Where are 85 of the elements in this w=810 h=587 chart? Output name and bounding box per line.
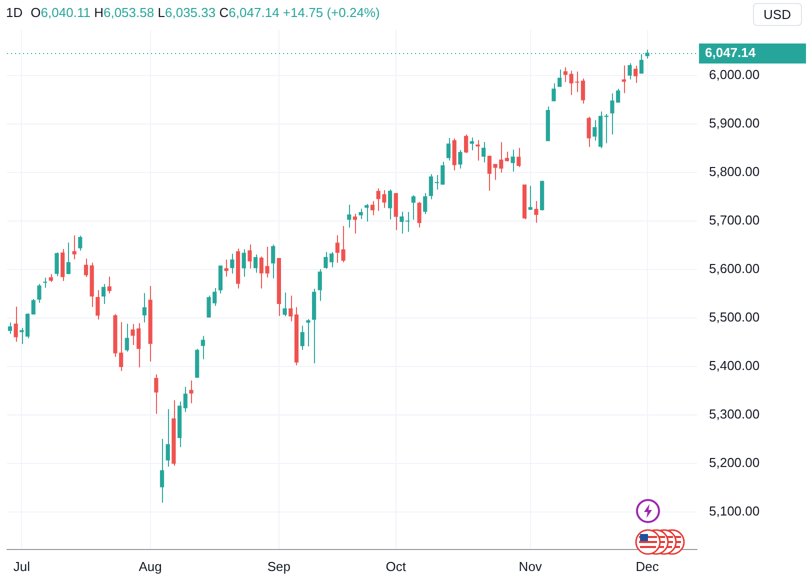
candlestick xyxy=(417,202,422,228)
candlestick xyxy=(66,242,71,275)
candlestick xyxy=(394,192,398,231)
candlestick xyxy=(78,235,82,252)
x-tick-label: Aug xyxy=(138,558,162,574)
y-tick-label: 5,400.00 xyxy=(709,358,760,374)
candlestick xyxy=(242,248,246,278)
candlestick xyxy=(604,114,608,144)
candlestick xyxy=(504,151,510,162)
candlestick xyxy=(271,244,276,279)
candlestick xyxy=(476,140,480,162)
candlestick xyxy=(364,203,369,222)
candlestick xyxy=(166,408,170,468)
candlestick xyxy=(31,298,36,315)
candlestick xyxy=(142,292,147,323)
candlestick xyxy=(470,137,474,151)
candlestick xyxy=(516,147,521,168)
candlestick xyxy=(183,386,188,413)
candlestick xyxy=(634,65,638,84)
candlestick xyxy=(96,290,100,320)
candlestick xyxy=(586,116,591,148)
candlestick xyxy=(352,213,358,234)
candlestick xyxy=(102,283,106,304)
candlestick xyxy=(200,335,205,360)
candlestick xyxy=(72,234,76,260)
y-tick-label: 5,200.00 xyxy=(709,455,760,470)
ref-line-label: 6,047.14 xyxy=(705,45,756,60)
candlestick xyxy=(370,200,375,216)
candlestick xyxy=(306,318,310,347)
candlestick xyxy=(189,380,194,404)
x-tick-label: Oct xyxy=(386,558,406,574)
candlestick xyxy=(20,327,24,344)
y-tick-label: 5,500.00 xyxy=(709,310,760,325)
candlestick xyxy=(124,323,129,352)
candlestick xyxy=(54,252,59,277)
candlestick xyxy=(248,244,252,269)
y-tick-label: 5,100.00 xyxy=(709,504,760,519)
text: USD xyxy=(752,3,802,26)
y-tick-label: 5,700.00 xyxy=(709,212,760,228)
candlestick xyxy=(230,253,234,274)
x-tick-label: Nov xyxy=(518,558,542,574)
candlestick xyxy=(254,254,258,274)
y-tick-label: 6,000.00 xyxy=(709,67,760,82)
candlestick xyxy=(528,185,532,210)
candlestick xyxy=(388,188,392,220)
candlestick xyxy=(358,208,363,220)
x-tick-label: Sep xyxy=(267,558,291,574)
candlestick xyxy=(552,82,556,102)
candlestick xyxy=(580,78,586,104)
candlestick xyxy=(224,259,228,278)
candlestick xyxy=(423,192,428,215)
candlestick xyxy=(84,258,88,278)
candlestick xyxy=(347,204,352,228)
chart-title: 1D xyxy=(6,5,23,20)
x-tick-label: Jul xyxy=(13,558,30,574)
candlestick xyxy=(592,120,597,142)
y-tick-label: 5,900.00 xyxy=(709,116,760,131)
candlestick xyxy=(318,268,322,302)
candlestick xyxy=(300,325,304,350)
candlestick xyxy=(464,134,468,154)
x-tick-label: Dec xyxy=(636,558,660,574)
candlestick xyxy=(411,194,416,220)
y-tick-label: 5,300.00 xyxy=(709,406,760,422)
text: O6,040.11 H6,053.58 L6,035.33 C6,047.14 +14.75 (+0.24%) xyxy=(30,5,380,20)
candlestick xyxy=(428,174,434,200)
candlestick xyxy=(446,137,451,162)
candlestick xyxy=(14,306,18,342)
candlestick xyxy=(43,277,48,288)
candlestick xyxy=(534,200,538,224)
y-tick-label: 5,600.00 xyxy=(709,261,760,276)
candlestick xyxy=(37,283,42,304)
candlestick xyxy=(107,276,112,294)
candlestick xyxy=(154,374,158,414)
candlestick xyxy=(160,438,164,504)
candlestick xyxy=(458,150,462,170)
y-tick-label: 5,800.00 xyxy=(709,164,760,180)
candlestick xyxy=(510,149,515,172)
candlestick xyxy=(8,322,12,334)
candlestick xyxy=(558,69,562,88)
candlestick xyxy=(482,142,486,163)
candlestick xyxy=(282,292,287,317)
candlestick xyxy=(25,312,30,339)
candlestick xyxy=(628,62,632,80)
candlestick xyxy=(288,295,293,322)
candlestick xyxy=(639,54,644,74)
